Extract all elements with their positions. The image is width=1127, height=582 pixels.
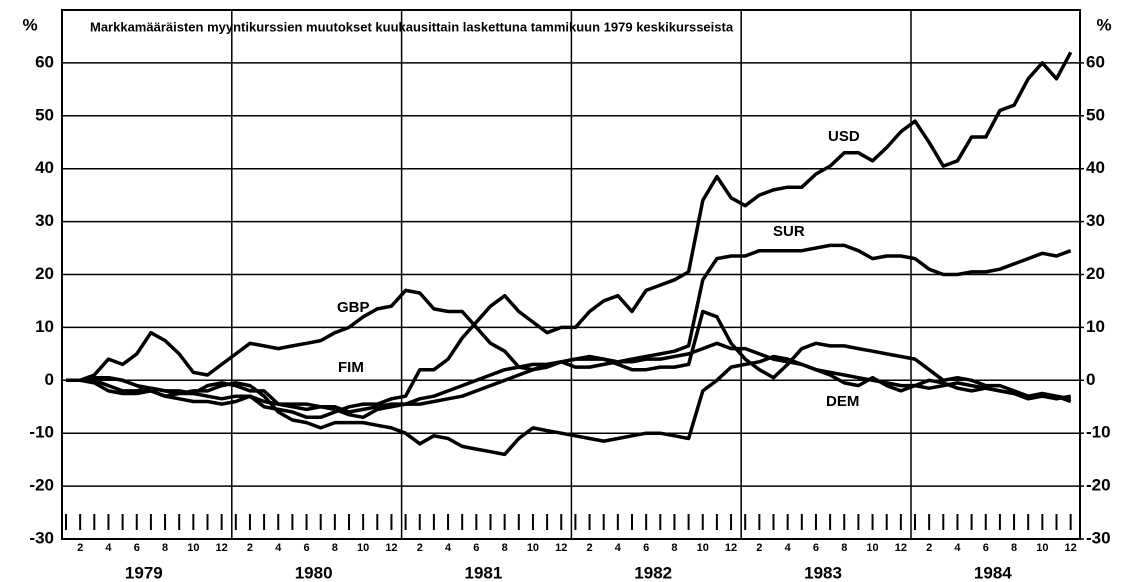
x-tick-label: 4 xyxy=(785,542,792,554)
series-line xyxy=(66,243,1072,420)
year-label: 1982 xyxy=(634,563,672,582)
y-tick-label: 0 xyxy=(45,370,54,389)
x-tick-label: 10 xyxy=(697,542,709,554)
year-label: 1984 xyxy=(974,563,1012,582)
x-tick-label: 2 xyxy=(756,542,762,554)
year-label: 1983 xyxy=(804,563,842,582)
y2-tick-label: 10 xyxy=(1086,317,1105,336)
x-tick-label: 12 xyxy=(1065,542,1077,554)
y-tick-label: -10 xyxy=(29,423,54,442)
x-tick-label: 2 xyxy=(417,542,423,554)
x-tick-label: 6 xyxy=(983,542,989,554)
x-tick-label: 8 xyxy=(671,542,677,554)
x-tick-label: 2 xyxy=(247,542,253,554)
series-label: GBP xyxy=(337,299,370,316)
series-line xyxy=(66,288,1072,401)
x-tick-label: 12 xyxy=(725,542,737,554)
year-label: 1980 xyxy=(295,563,333,582)
y-tick-label: 10 xyxy=(35,317,54,336)
chart-title: Markkamääräisten myyntikurssien muutokse… xyxy=(90,19,734,34)
x-tick-label: 12 xyxy=(216,542,228,554)
x-tick-label: 8 xyxy=(502,542,508,554)
y2-tick-label: -30 xyxy=(1086,528,1111,547)
x-tick-label: 8 xyxy=(841,542,847,554)
series-label: DEM xyxy=(826,393,859,410)
x-tick-label: 4 xyxy=(105,542,112,554)
x-tick-label: 2 xyxy=(77,542,83,554)
x-tick-label: 10 xyxy=(187,542,199,554)
y-tick-label: 20 xyxy=(35,264,54,283)
x-tick-label: 12 xyxy=(385,542,397,554)
year-label: 1981 xyxy=(465,563,503,582)
y-tick-label: 60 xyxy=(35,52,54,71)
x-tick-label: 10 xyxy=(527,542,539,554)
series-line xyxy=(66,309,1072,414)
x-tick-label: 12 xyxy=(895,542,907,554)
x-tick-label: 8 xyxy=(1011,542,1017,554)
y-tick-label: -30 xyxy=(29,528,54,547)
x-tick-label: 8 xyxy=(162,542,168,554)
y-tick-label: 30 xyxy=(35,211,54,230)
y2-tick-label: -20 xyxy=(1086,476,1111,495)
x-tick-label: 4 xyxy=(275,542,282,554)
y-axis-label: % xyxy=(22,15,37,34)
x-tick-label: 4 xyxy=(445,542,452,554)
series-line xyxy=(66,354,1072,457)
y2-tick-label: 60 xyxy=(1086,52,1105,71)
series-label: SUR xyxy=(773,223,805,240)
x-tick-label: 10 xyxy=(357,542,369,554)
series-label: USD xyxy=(828,128,860,145)
x-tick-label: 10 xyxy=(1036,542,1048,554)
y2-tick-label: -10 xyxy=(1086,423,1111,442)
y2-tick-label: 40 xyxy=(1086,158,1105,177)
y-tick-label: 50 xyxy=(35,105,54,124)
y-tick-label: -20 xyxy=(29,476,54,495)
series-label: FIM xyxy=(338,359,364,376)
x-tick-label: 6 xyxy=(303,542,309,554)
x-tick-label: 12 xyxy=(555,542,567,554)
y2-tick-label: 20 xyxy=(1086,264,1105,283)
x-tick-label: 6 xyxy=(813,542,819,554)
y2-tick-label: 30 xyxy=(1086,211,1105,230)
y2-axis-label: % xyxy=(1096,15,1111,34)
x-tick-label: 4 xyxy=(954,542,961,554)
x-tick-label: 10 xyxy=(866,542,878,554)
x-tick-label: 2 xyxy=(586,542,592,554)
y2-tick-label: 0 xyxy=(1086,370,1095,389)
year-label: 1979 xyxy=(125,563,163,582)
series-line xyxy=(66,51,1073,420)
y-tick-label: 40 xyxy=(35,158,54,177)
y2-tick-label: 50 xyxy=(1086,105,1105,124)
x-tick-label: 6 xyxy=(134,542,140,554)
x-tick-label: 8 xyxy=(332,542,338,554)
x-tick-label: 6 xyxy=(643,542,649,554)
x-tick-label: 6 xyxy=(473,542,479,554)
x-tick-label: 4 xyxy=(615,542,622,554)
x-tick-label: 2 xyxy=(926,542,932,554)
